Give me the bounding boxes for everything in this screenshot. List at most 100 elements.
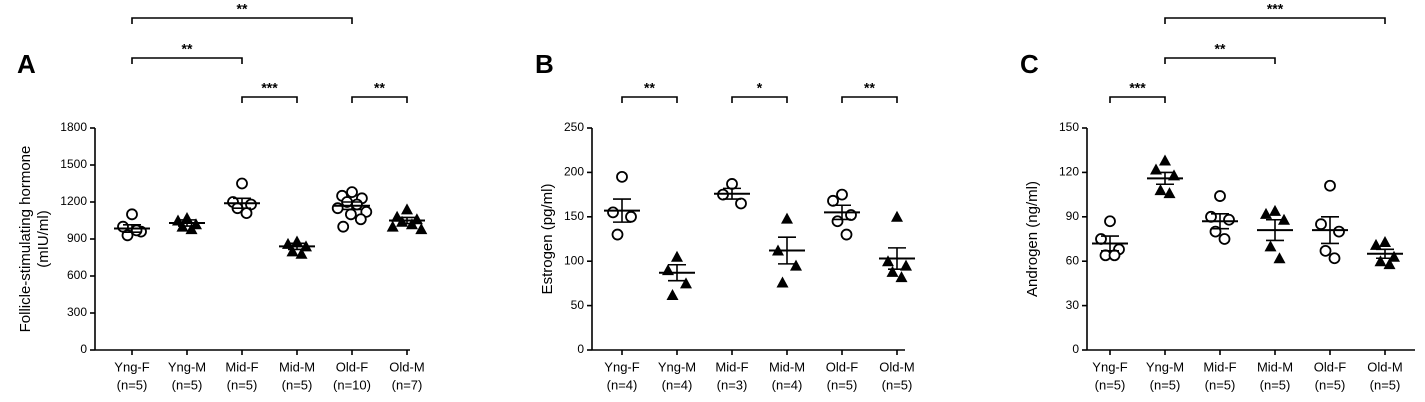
y-axis-label: Androgen (ng/ml) [1024, 181, 1041, 297]
data-point [882, 255, 894, 267]
y-tick-label: 1800 [60, 120, 87, 134]
category-label: Old-M [389, 359, 424, 374]
category-label: Yng-F [114, 359, 149, 374]
data-point [671, 250, 683, 262]
data-point [386, 220, 399, 232]
data-point [415, 223, 428, 235]
panel-label: B [535, 49, 554, 79]
category-label: Old-F [336, 359, 369, 374]
significance-bracket [131, 57, 243, 64]
error-bar [888, 247, 906, 270]
data-point [410, 213, 423, 225]
category-label: Yng-F [1092, 359, 1127, 374]
category-n-label: (n=5) [282, 377, 313, 392]
data-point [900, 259, 912, 271]
data-point [781, 212, 793, 224]
y-tick-label: 1500 [60, 157, 87, 171]
data-point [836, 188, 848, 201]
data-point [240, 207, 253, 220]
data-point [286, 245, 299, 257]
data-point [346, 186, 358, 199]
data-point [1163, 187, 1176, 199]
category-label: Old-F [1314, 359, 1347, 374]
significance-bracket [131, 17, 353, 24]
significance-label: * [757, 80, 763, 96]
category-n-label: (n=7) [392, 377, 423, 392]
category-label: Mid-M [279, 359, 315, 374]
panel-label: A [17, 49, 36, 79]
data-point [344, 208, 357, 221]
significance-bracket [241, 96, 298, 103]
significance-label: ** [864, 80, 875, 96]
significance-label: ** [182, 41, 193, 57]
y-tick-label: 0 [80, 342, 87, 356]
error-bar [343, 201, 361, 211]
data-point [236, 177, 248, 190]
data-point [891, 210, 903, 222]
data-point [1269, 204, 1281, 216]
data-point [1333, 225, 1345, 238]
data-point [130, 224, 143, 237]
data-point [726, 178, 738, 190]
data-point [1374, 255, 1387, 267]
y-tick-label: 300 [67, 305, 87, 319]
category-label: Yng-M [168, 359, 206, 374]
data-point [185, 223, 198, 235]
data-point [391, 210, 404, 222]
data-point [625, 210, 637, 223]
data-point [1260, 207, 1272, 219]
category-n-label: (n=5) [1150, 377, 1181, 392]
data-point [790, 259, 802, 271]
y-axis-label: Estrogen (pg/ml) [539, 184, 556, 295]
category-label: Mid-F [1203, 359, 1236, 374]
error-bar [233, 197, 251, 209]
data-point [1383, 258, 1396, 270]
data-point [611, 228, 624, 241]
category-label: Yng-M [1146, 359, 1184, 374]
category-n-label: (n=4) [662, 377, 693, 392]
y-tick-label: 50 [571, 298, 585, 312]
significance-label: *** [1267, 1, 1284, 17]
significance-label: *** [1129, 80, 1146, 96]
data-point [401, 203, 413, 215]
error-bar [1376, 248, 1394, 260]
data-point [735, 197, 747, 210]
data-point [1218, 233, 1231, 245]
category-label: Yng-F [604, 359, 639, 374]
significance-bracket [1109, 96, 1166, 103]
data-point [331, 202, 344, 215]
significance-bracket [351, 96, 408, 103]
data-point [607, 206, 619, 219]
error-bar [668, 263, 686, 282]
data-point [680, 277, 692, 289]
data-point [295, 247, 308, 259]
significance-bracket [1164, 17, 1386, 24]
data-point [616, 170, 628, 183]
category-label: Mid-M [769, 359, 805, 374]
data-point [1315, 218, 1327, 231]
data-point [1108, 249, 1121, 262]
data-point [895, 271, 908, 283]
significance-bracket [1164, 57, 1276, 64]
data-point [1264, 240, 1277, 252]
data-point [1379, 235, 1391, 247]
data-point [126, 208, 138, 221]
category-n-label: (n=4) [607, 377, 638, 392]
y-tick-label: 100 [564, 253, 584, 267]
error-bar [833, 204, 851, 221]
data-point [1214, 190, 1226, 202]
data-point [1328, 252, 1341, 265]
category-label: Old-M [1367, 359, 1402, 374]
y-tick-label: 120 [1059, 165, 1079, 179]
significance-bracket [731, 96, 788, 103]
category-n-label: (n=3) [717, 377, 748, 392]
error-bar [1211, 213, 1229, 230]
error-bar [1321, 216, 1339, 245]
category-n-label: (n=4) [772, 377, 803, 392]
category-n-label: (n=5) [1095, 377, 1126, 392]
data-point [1324, 179, 1336, 192]
error-bar [778, 236, 796, 265]
data-point [1319, 244, 1332, 257]
category-n-label: (n=10) [333, 377, 371, 392]
